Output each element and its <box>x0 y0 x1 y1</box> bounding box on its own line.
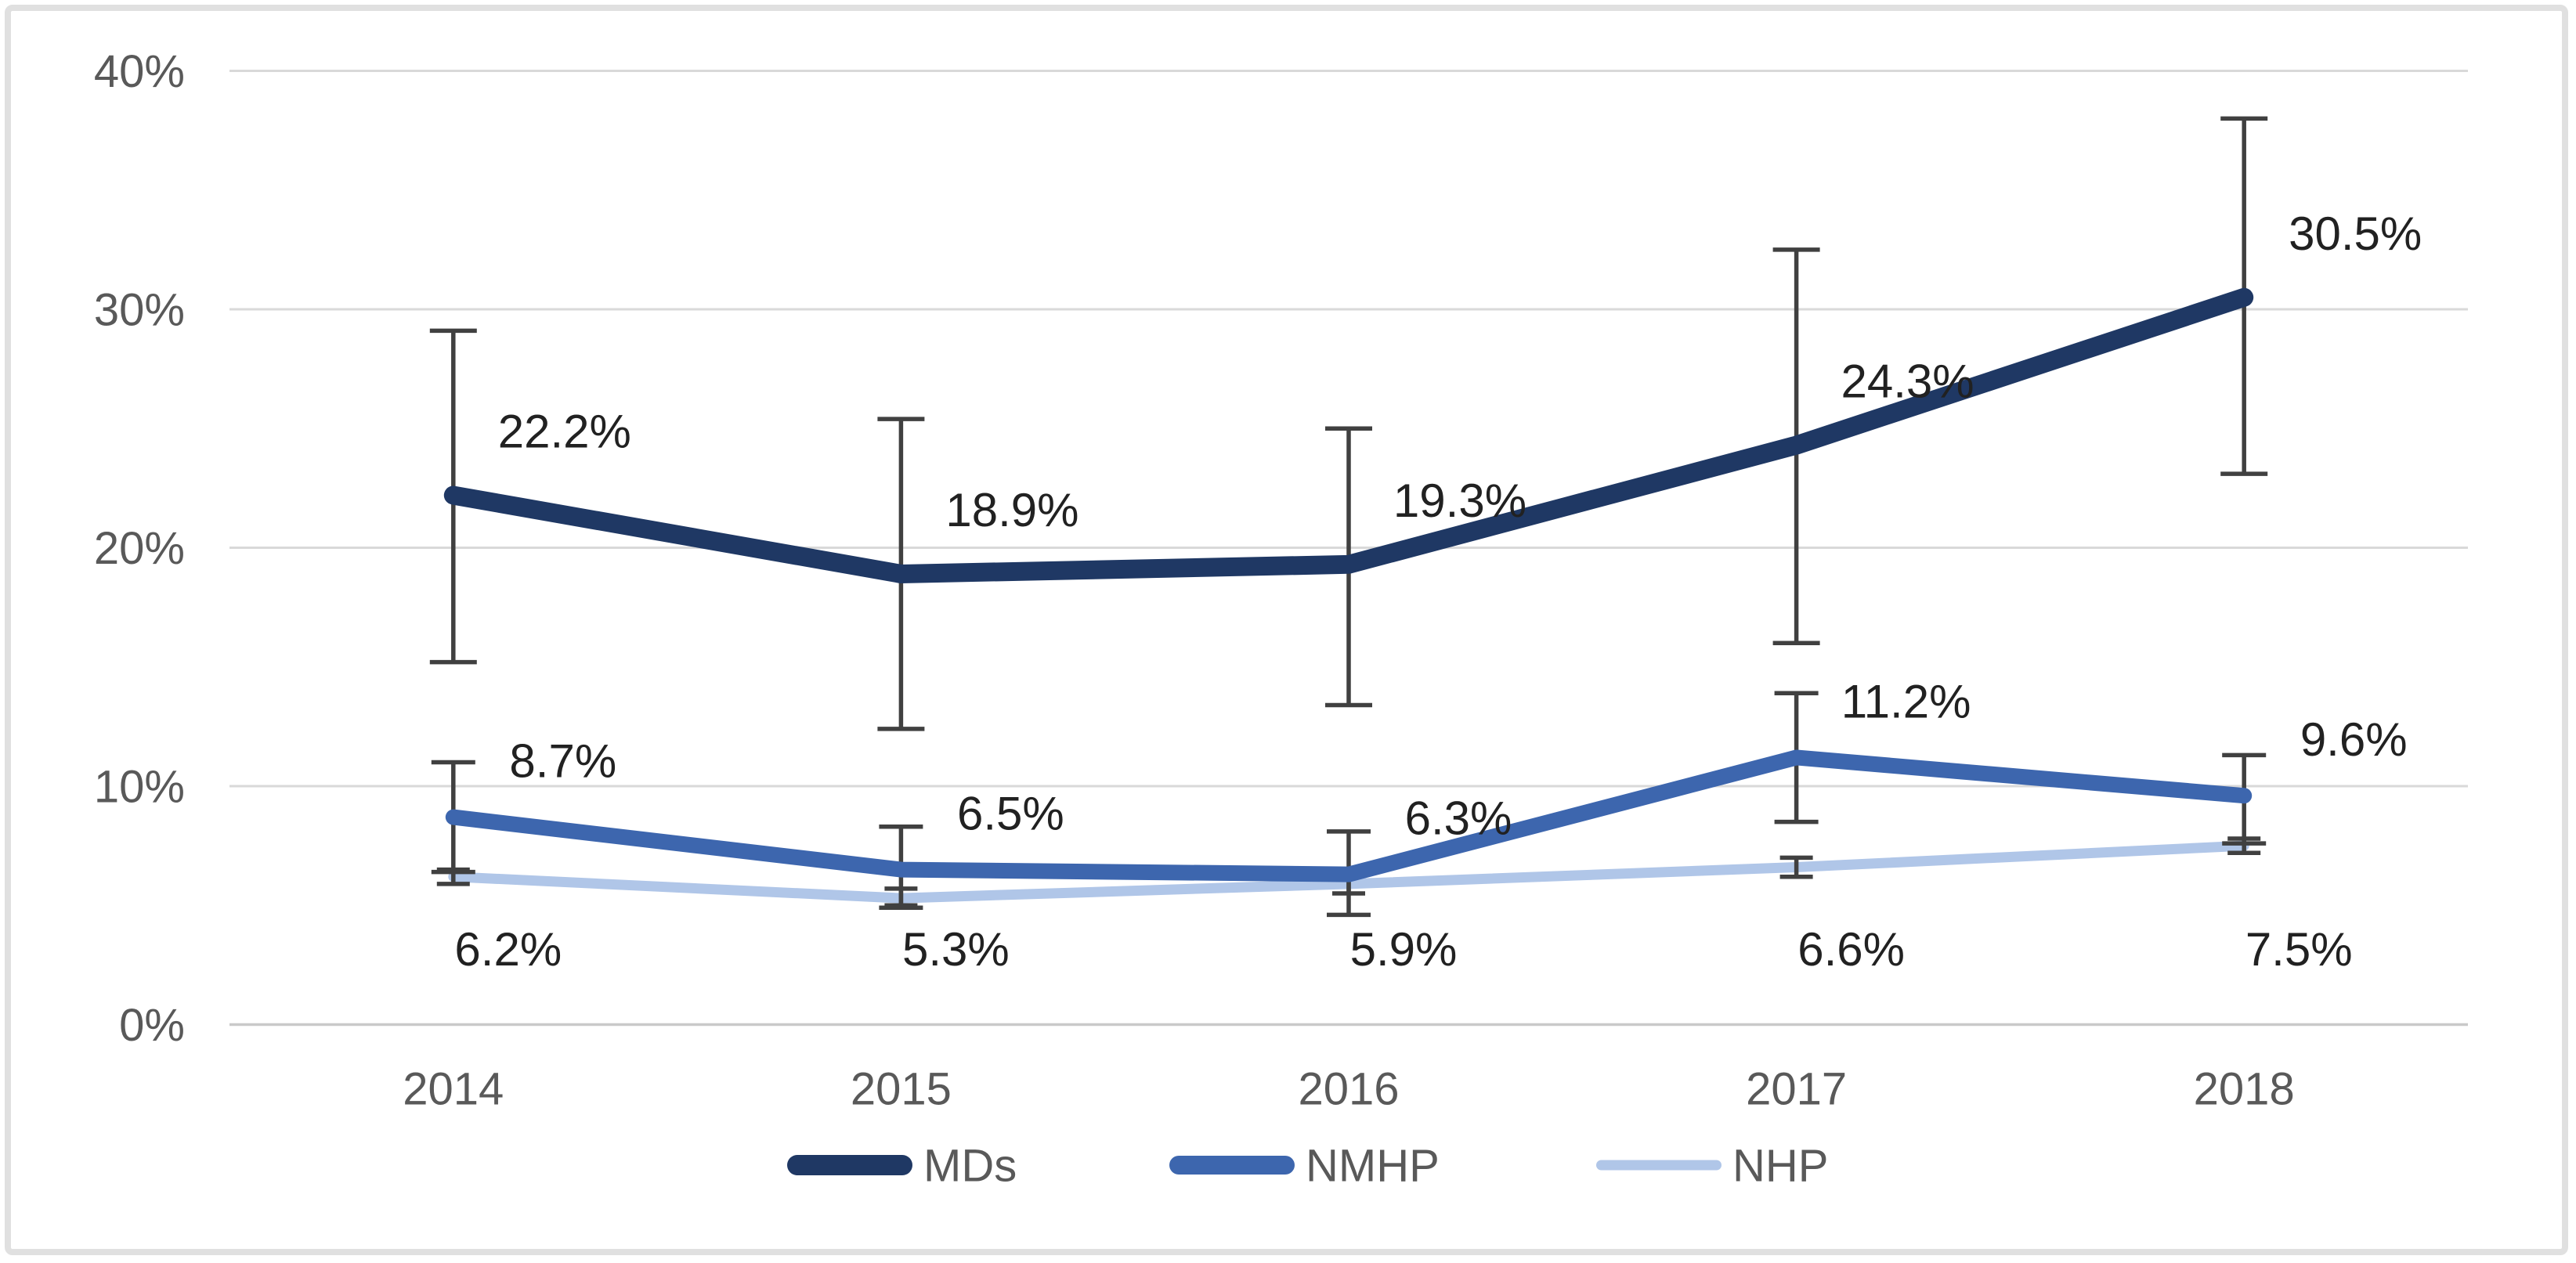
data-label-NMHP-2014: 8.7% <box>509 735 616 788</box>
error-bar-NHP-2017 <box>1779 855 1813 879</box>
y-axis-labels: 0% 10% 20% 30% 40% <box>94 46 185 1051</box>
error-bar-NHP-2014 <box>436 867 470 886</box>
data-label-NMHP-2015: 6.5% <box>957 788 1064 840</box>
data-label-MDs-2014: 22.2% <box>498 406 631 458</box>
data-label-NHP-2017: 6.6% <box>1797 923 1905 976</box>
y-axis-tick-label: 10% <box>94 761 185 812</box>
error-bar-NHP-2018 <box>2227 836 2261 856</box>
data-labels-MDs: 22.2% 18.9% 19.3% 24.3% 30.5% <box>498 207 2422 536</box>
data-labels-NHP: 6.2% 5.3% 5.9% 6.6% 7.5% <box>454 923 2352 976</box>
data-label-MDs-2017: 24.3% <box>1841 355 1974 408</box>
y-axis-tick-label: 20% <box>94 523 185 574</box>
y-axis-tick-label: 40% <box>94 46 185 97</box>
data-label-NHP-2015: 5.3% <box>902 923 1010 976</box>
legend-item-NHP: NHP <box>1596 1140 1828 1191</box>
data-label-MDs-2015: 18.9% <box>945 484 1078 536</box>
x-axis-tick-label-2016: 2016 <box>1298 1063 1399 1114</box>
y-axis-tick-label: 30% <box>94 284 185 335</box>
legend-label-MDs: MDs <box>923 1140 1017 1191</box>
legend: MDs NMHP NHP <box>787 1140 1828 1191</box>
x-axis-tick-label-2015: 2015 <box>851 1063 952 1114</box>
data-label-NMHP-2017: 11.2% <box>1841 675 1971 727</box>
data-label-MDs-2016: 19.3% <box>1393 475 1526 527</box>
legend-swatch-NMHP <box>1169 1156 1295 1175</box>
x-axis-tick-label-2017: 2017 <box>1746 1063 1847 1114</box>
error-bars-NHP <box>436 836 2261 908</box>
legend-swatch-MDs <box>787 1155 912 1175</box>
x-axis-labels: 2014 2015 2016 2017 2018 <box>403 1063 2294 1114</box>
series-line-NMHP <box>445 749 2253 882</box>
y-axis-tick-label: 0% <box>119 1000 185 1051</box>
legend-label-NHP: NHP <box>1732 1140 1828 1191</box>
data-label-NHP-2018: 7.5% <box>2245 923 2353 976</box>
data-label-NMHP-2016: 6.3% <box>1405 792 1512 845</box>
error-bars-MDs <box>429 116 2268 731</box>
x-axis-tick-label-2014: 2014 <box>403 1063 504 1114</box>
error-bar-NHP-2015 <box>884 886 918 908</box>
series-line-MDs <box>443 287 2254 583</box>
legend-item-MDs: MDs <box>787 1140 1017 1191</box>
x-axis-tick-label-2018: 2018 <box>2194 1063 2295 1114</box>
legend-label-NMHP: NMHP <box>1306 1140 1440 1191</box>
data-label-NHP-2016: 5.9% <box>1350 923 1458 976</box>
legend-swatch-NHP <box>1596 1160 1722 1171</box>
data-label-MDs-2018: 30.5% <box>2289 207 2422 260</box>
legend-item-NMHP: NMHP <box>1169 1140 1440 1191</box>
data-label-NHP-2014: 6.2% <box>454 923 562 976</box>
data-label-NMHP-2018: 9.6% <box>2300 713 2408 766</box>
data-labels-NMHP: 8.7% 6.5% 6.3% 11.2% 9.6% <box>509 675 2407 844</box>
